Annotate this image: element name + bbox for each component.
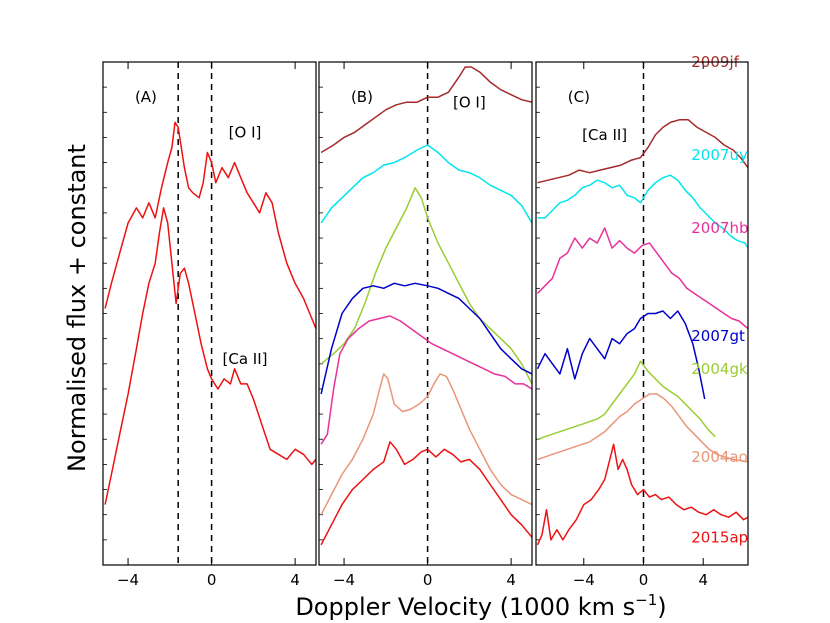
panels: −4 0 4 (A) [O I] [Ca II] −4 0 4 (B) [O I] −4 0 4 (C) [C… [102,53,749,589]
series-line-2004ao [537,393,748,463]
x-axis-title: Doppler Velocity (1000 km s−1) [295,591,666,621]
x-tick-label: 0 [639,571,649,589]
panel-C: −4 0 4(C)[Ca II]2009jf2007uy2007hb2007gt20… [535,53,749,589]
x-tick-label: −4 [117,571,139,589]
series-line-2009jf [320,66,532,154]
series-line-2007hb [536,227,748,330]
sn-label-2004gk: 2004gk [691,360,748,378]
x-tick-label: −4 [333,571,355,589]
panel-B: −4 0 4 (B) [O I] [318,61,533,589]
series-line-2007uy [537,174,748,249]
x-tick-label: 4 [698,571,708,589]
series-line-2015ap [104,207,316,505]
series-line-2007gt [320,282,532,395]
panel-label-B: (B) [351,88,373,106]
series-line-2007hb [320,315,532,445]
sn-label-2007gt: 2007gt [691,327,745,345]
x-tick-label: 4 [506,571,516,589]
x-tick-label: 4 [290,571,300,589]
x-tick-label: −4 [573,571,595,589]
sn-label-2007uy: 2007uy [691,146,748,164]
series-group [536,119,748,546]
panel-frame [102,61,317,566]
series-line-2015ap [536,443,748,546]
panel-frame [535,61,749,566]
panel-A: −4 0 4 (A) [O I] [Ca II] [102,61,317,589]
line-annotation: [O I] [453,93,486,111]
sn-label-2004ao: 2004ao [691,448,748,466]
series-line-2015ap [104,121,316,329]
x-tick-label: 0 [207,571,217,589]
series-line-2004gk [320,187,532,385]
line-annotation: [Ca II] [223,350,268,368]
sn-label-2015ap: 2015ap [691,528,748,546]
series-line-2007uy [320,144,532,224]
series-line-2004gk [537,360,716,441]
series-line-2004ao [320,373,532,516]
line-annotation: [O I] [229,123,262,141]
panel-label-C: (C) [568,88,590,106]
series-line-2009jf [537,119,748,184]
y-axis-title: Normalised flux + constant [63,144,91,472]
sn-label-2007hb: 2007hb [691,219,748,237]
series-line-2015ap [320,441,532,546]
series-group [104,121,316,505]
x-tick-label: 0 [423,571,433,589]
panel-frame [318,61,533,566]
series-group [320,66,532,546]
series-line-2007gt [536,310,706,400]
panel-label-A: (A) [135,88,157,106]
line-annotation: [Ca II] [582,126,627,144]
